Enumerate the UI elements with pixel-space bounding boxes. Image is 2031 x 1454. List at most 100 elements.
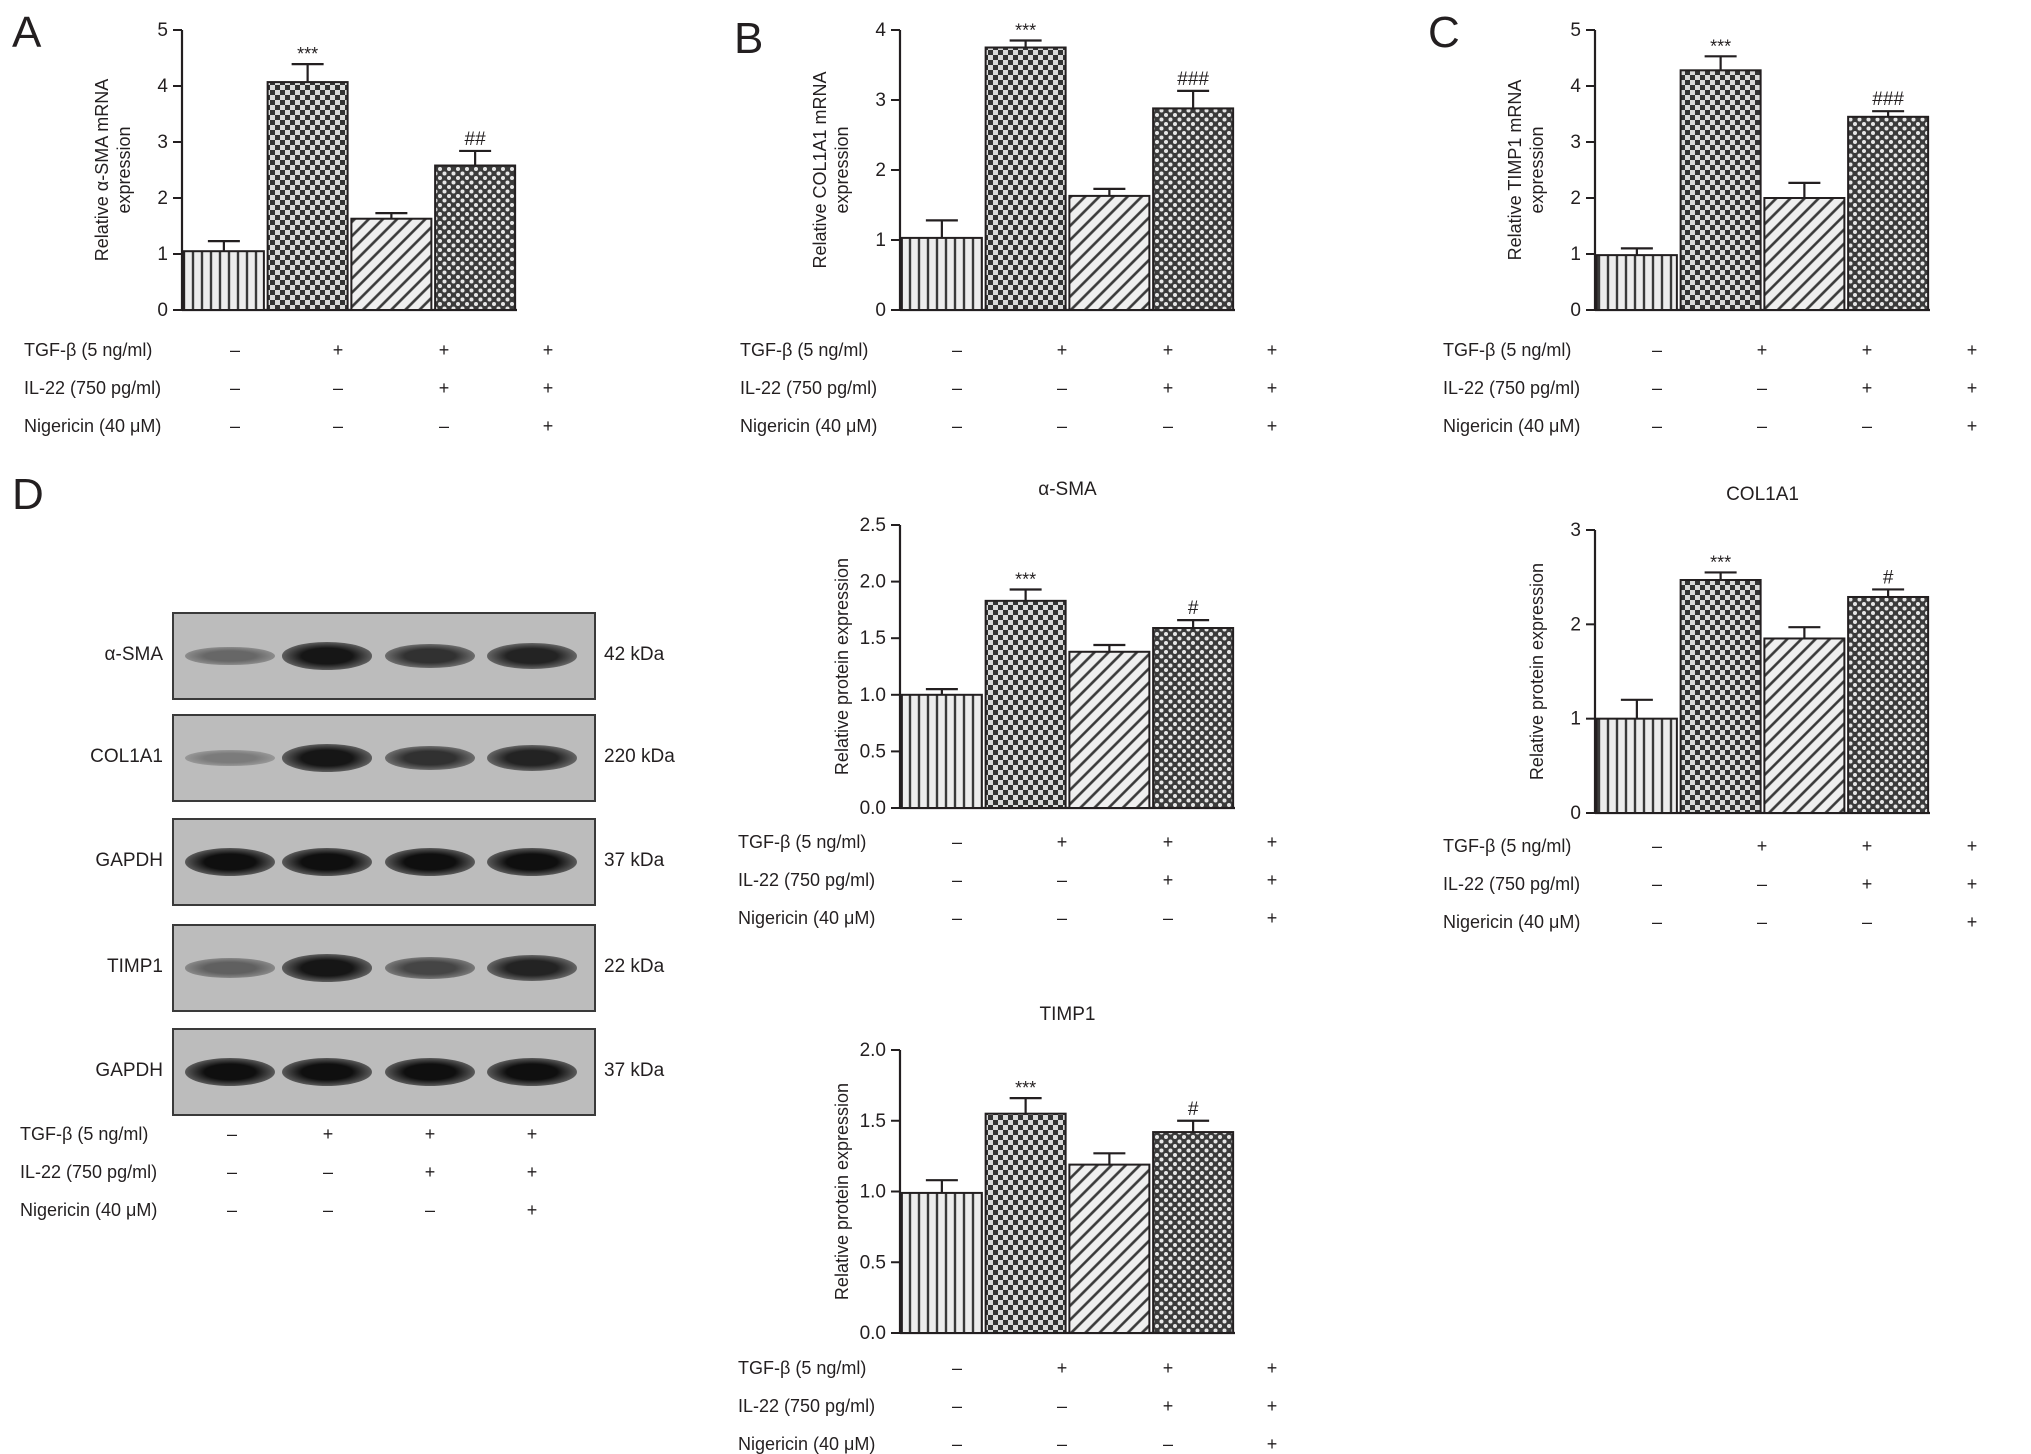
- treatment-symbol: –: [438, 416, 449, 436]
- treatment-symbol: –: [1056, 378, 1067, 398]
- blot-row-label: α-SMA: [104, 644, 163, 665]
- significance-label: ***: [1015, 570, 1036, 590]
- treatment-symbol: –: [951, 832, 962, 852]
- blot-band: [487, 643, 577, 669]
- blot-kda-label: 37 kDa: [604, 1060, 665, 1081]
- western-blot: α-SMA 42 kDa COL1A1 220 kDa GAPDH 37 kDa TIMP1…: [0, 0, 760, 1254]
- panel-letter-c: C: [1428, 8, 1460, 57]
- y-tick-label: 5: [1570, 20, 1581, 41]
- blot-band: [185, 749, 275, 767]
- treatment-symbol: +: [438, 378, 450, 398]
- y-tick-label: 4: [1570, 76, 1581, 97]
- y-tick-label: 0.0: [860, 1323, 886, 1344]
- blot-row-label: COL1A1: [90, 746, 163, 767]
- treatment-symbol: –: [226, 1200, 237, 1220]
- y-axis-label: Relative protein expression: [832, 558, 852, 775]
- treatment-symbol: –: [322, 1162, 333, 1182]
- treatment-label: Nigericin (40 μM): [1443, 416, 1581, 436]
- y-tick-label: 2.5: [860, 515, 886, 536]
- treatment-symbol: +: [1266, 870, 1278, 890]
- chart-title: COL1A1: [1726, 484, 1799, 505]
- bar: [1152, 107, 1235, 312]
- significance-label: ***: [1710, 552, 1731, 572]
- y-tick-label: 2.0: [860, 1040, 886, 1061]
- treatment-symbol: –: [1162, 1434, 1173, 1454]
- blot-band: [487, 1058, 577, 1086]
- treatment-symbol: +: [1056, 832, 1068, 852]
- treatment-symbol: –: [951, 340, 962, 360]
- treatment-symbol: +: [1266, 340, 1278, 360]
- y-tick-label: 2: [1570, 614, 1581, 635]
- treatment-symbol: +: [1756, 836, 1768, 856]
- treatment-symbol: +: [1266, 908, 1278, 928]
- treatment-symbol: +: [332, 340, 344, 360]
- blot-band: [185, 848, 275, 876]
- treatment-symbol: –: [1756, 378, 1767, 398]
- y-tick-label: 4: [157, 76, 168, 97]
- significance-label: #: [1188, 1099, 1199, 1120]
- treatment-symbol: –: [951, 1358, 962, 1378]
- treatment-label: TGF-β (5 ng/ml): [738, 832, 867, 852]
- treatment-symbol: +: [1966, 340, 1978, 360]
- y-axis-label: Relative TIMP1 mRNA: [1505, 80, 1525, 261]
- blot-band: [487, 848, 577, 876]
- blot-membrane: [172, 1028, 596, 1116]
- treatment-symbol: –: [1861, 416, 1872, 436]
- y-tick-label: 1: [1570, 709, 1581, 730]
- y-axis-label: expression: [1527, 126, 1547, 213]
- bar: [1763, 637, 1846, 814]
- treatment-symbol: –: [229, 340, 240, 360]
- treatment-symbol: +: [1056, 340, 1068, 360]
- y-axis-label: expression: [832, 126, 852, 213]
- treatment-label: IL-22 (750 pg/ml): [20, 1162, 158, 1182]
- bar: [1595, 717, 1678, 815]
- treatment-symbol: –: [1756, 416, 1767, 436]
- treatment-symbol: –: [229, 416, 240, 436]
- blot-membrane: [172, 818, 596, 906]
- treatment-symbol: –: [1651, 836, 1662, 856]
- bar: [1679, 69, 1762, 311]
- blot-membrane: [172, 612, 596, 700]
- chart-title: TIMP1: [1040, 1004, 1096, 1025]
- blot-band: [185, 646, 275, 666]
- panel-letter-b: B: [734, 14, 764, 63]
- blot-band: [282, 642, 372, 670]
- blot-band: [185, 1058, 275, 1086]
- treatment-symbol: +: [1162, 378, 1174, 398]
- blot-band: [385, 956, 475, 980]
- treatment-symbol: –: [951, 416, 962, 436]
- treatment-label: TGF-β (5 ng/ml): [20, 1124, 149, 1144]
- y-tick-label: 1: [875, 230, 886, 251]
- treatment-symbol: –: [1651, 874, 1662, 894]
- panel-letter-a: A: [12, 8, 42, 57]
- significance-label: ###: [1872, 89, 1904, 110]
- treatment-symbol: +: [1966, 836, 1978, 856]
- blot-band: [385, 745, 475, 771]
- blot-band: [282, 1058, 372, 1086]
- treatment-symbol: +: [1162, 1358, 1174, 1378]
- y-tick-label: 0.0: [860, 798, 886, 819]
- treatment-label: IL-22 (750 pg/ml): [738, 870, 876, 890]
- treatment-label: IL-22 (750 pg/ml): [24, 378, 162, 398]
- significance-label: ###: [1177, 69, 1209, 90]
- treatment-symbol: +: [424, 1162, 436, 1182]
- blot-row-label: TIMP1: [107, 956, 163, 977]
- y-tick-label: 2: [157, 188, 168, 209]
- y-tick-label: 3: [1570, 520, 1581, 541]
- treatment-symbol: –: [951, 870, 962, 890]
- significance-label: ***: [1015, 21, 1036, 41]
- treatment-label: IL-22 (750 pg/ml): [1443, 378, 1581, 398]
- treatment-symbol: +: [1966, 874, 1978, 894]
- treatment-label: TGF-β (5 ng/ml): [740, 340, 869, 360]
- treatment-symbol: +: [1966, 416, 1978, 436]
- blot-row-label: GAPDH: [95, 850, 163, 871]
- treatment-symbol: –: [322, 1200, 333, 1220]
- bar: [182, 250, 265, 311]
- significance-label: #: [1188, 598, 1199, 619]
- treatment-symbol: –: [1756, 874, 1767, 894]
- treatment-symbol: –: [1056, 1434, 1067, 1454]
- treatment-symbol: –: [1056, 870, 1067, 890]
- treatment-symbol: –: [1651, 416, 1662, 436]
- chart-title: α-SMA: [1038, 479, 1097, 500]
- treatment-symbol: –: [1651, 378, 1662, 398]
